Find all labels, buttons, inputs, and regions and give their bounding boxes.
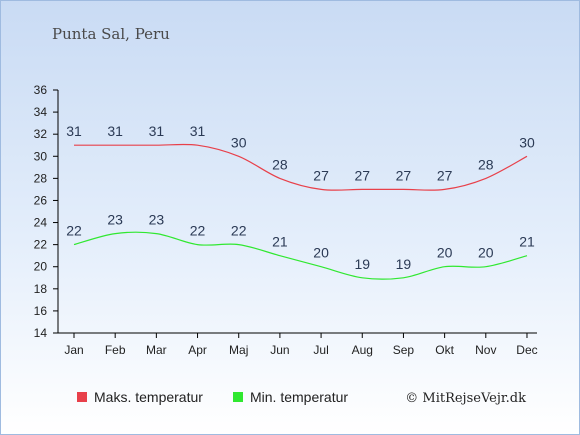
x-tick-label: Jan [64, 343, 83, 357]
max-temp-label: 27 [354, 167, 370, 183]
y-tick-label: 14 [34, 326, 48, 340]
max-temp-label: 27 [437, 167, 453, 183]
x-tick-label: Jun [270, 343, 289, 357]
max-temp-label: 28 [478, 156, 494, 172]
x-tick-label: Aug [352, 343, 373, 357]
max-temp-label: 31 [66, 123, 82, 139]
x-tick-label: Apr [188, 343, 207, 357]
x-tick-label: Okt [435, 343, 454, 357]
max-temp-label: 30 [519, 134, 535, 150]
min-temp-label: 19 [396, 256, 412, 272]
axes: 14 16 18 20 22 24 26 28 30 32 34 36 Jan Feb Mar Apr Maj J… [34, 83, 538, 357]
min-temp-label: 20 [437, 245, 453, 261]
y-tick-label: 34 [34, 105, 48, 119]
max-temp-line [73, 143, 528, 191]
y-tick-label: 16 [34, 304, 48, 318]
max-temp-label: 28 [272, 156, 288, 172]
min-temp-label: 22 [190, 223, 206, 239]
y-tick-label: 30 [34, 149, 48, 163]
chart-title: Punta Sal, Peru [52, 25, 170, 43]
legend-label-min: Min. temperatur [250, 389, 348, 405]
legend: Maks. temperatur Min. temperatur [77, 389, 348, 405]
max-temp-label: 31 [107, 123, 123, 139]
legend-label-max: Maks. temperatur [94, 389, 203, 405]
x-tick-label: Nov [475, 343, 496, 357]
y-tick-label: 32 [34, 127, 48, 141]
min-temp-label: 20 [313, 245, 329, 261]
min-temp-label: 22 [66, 223, 82, 239]
max-temp-label: 27 [313, 167, 329, 183]
max-temp-label: 31 [149, 123, 165, 139]
copyright-text: © MitRejseVejr.dk [405, 391, 526, 406]
y-tick-label: 36 [34, 83, 48, 97]
max-temp-label: 30 [231, 134, 247, 150]
series-layer [73, 143, 528, 280]
data-labels: 31 31 31 31 30 28 27 27 27 27 28 30 22 23 23 22 22 21 20 19… [66, 123, 535, 272]
x-tick-label: Dec [516, 343, 537, 357]
x-tick-label: Maj [229, 343, 248, 357]
min-temp-label: 21 [519, 234, 535, 250]
min-temp-line [73, 231, 528, 280]
min-temp-label: 20 [478, 245, 494, 261]
y-tick-label: 28 [34, 171, 48, 185]
y-tick-label: 26 [34, 193, 48, 207]
max-temp-label: 31 [190, 123, 206, 139]
x-tick-label: Feb [105, 343, 126, 357]
y-tick-label: 20 [34, 260, 48, 274]
legend-swatch-max [77, 392, 87, 402]
y-tick-label: 22 [34, 238, 48, 252]
x-tick-label: Sep [393, 343, 415, 357]
max-temp-label: 27 [396, 167, 412, 183]
legend-swatch-min [233, 392, 243, 402]
y-tick-label: 24 [34, 216, 48, 230]
x-tick-label: Jul [313, 343, 328, 357]
min-temp-label: 21 [272, 234, 288, 250]
min-temp-label: 23 [107, 212, 123, 228]
min-temp-label: 22 [231, 223, 247, 239]
min-temp-label: 23 [149, 212, 165, 228]
x-tick-label: Mar [146, 343, 167, 357]
min-temp-label: 19 [354, 256, 370, 272]
y-tick-label: 18 [34, 282, 48, 296]
